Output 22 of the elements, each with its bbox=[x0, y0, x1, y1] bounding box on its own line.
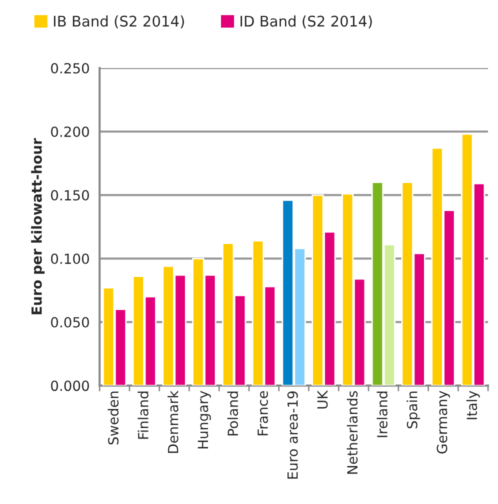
legend-label: ID Band (S2 2014) bbox=[240, 15, 372, 28]
y-tick-label: 0.200 bbox=[51, 126, 89, 138]
x-tick-label: Finland bbox=[138, 392, 148, 439]
x-tick-label: Denmark bbox=[168, 390, 178, 453]
x-tick-label: UK bbox=[317, 390, 328, 408]
x-tick-label: Poland bbox=[227, 392, 238, 436]
y-tick-label: 0.150 bbox=[51, 190, 89, 201]
y-tick-label: 0.250 bbox=[51, 63, 89, 74]
y-tick-label: 0.100 bbox=[51, 254, 89, 264]
y-axis-title: Euro per kilowatt-hour bbox=[31, 138, 45, 314]
x-tick-label: Ireland bbox=[376, 392, 388, 438]
x-tick-label: Italy bbox=[466, 390, 480, 420]
x-tick-label: Germany bbox=[436, 390, 450, 454]
x-tick-label: France bbox=[258, 391, 268, 436]
x-tick-label: Euro area-19 bbox=[287, 391, 298, 479]
y-tick-label: 0.000 bbox=[51, 380, 89, 392]
y-tick-label: 0.050 bbox=[51, 317, 89, 328]
legend-label: IB Band (S2 2014) bbox=[54, 15, 184, 28]
x-tick-label: Sweden bbox=[108, 392, 119, 444]
x-tick-label: Hungary bbox=[198, 390, 211, 448]
x-tick-label: Netherlands bbox=[346, 391, 358, 474]
x-tick-label: Spain bbox=[406, 392, 420, 428]
